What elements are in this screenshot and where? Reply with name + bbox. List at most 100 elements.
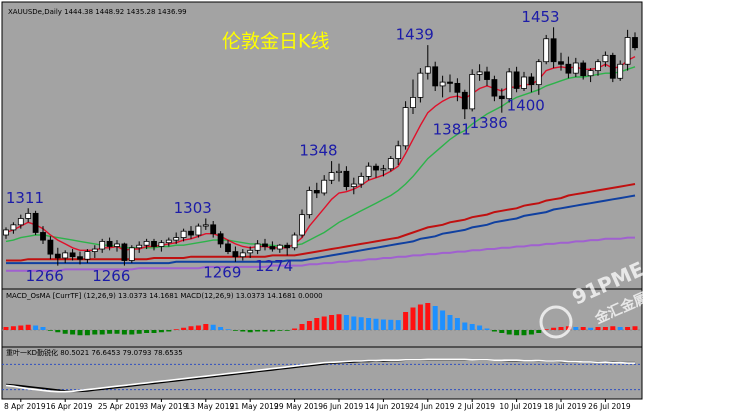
histogram-bar bbox=[558, 327, 564, 330]
candle-body bbox=[321, 179, 328, 194]
histogram-bar bbox=[232, 330, 238, 331]
candle-body bbox=[439, 81, 446, 87]
histogram-bar bbox=[284, 330, 290, 331]
price-label: 1269 bbox=[203, 263, 241, 281]
histogram-bar bbox=[277, 330, 283, 331]
candle-body bbox=[17, 218, 24, 226]
histogram-bar bbox=[188, 326, 194, 330]
price-label: 1348 bbox=[299, 142, 337, 160]
macd-label: MACD_OsMA [CurrTF] (12,26,9) 13.0373 14.… bbox=[6, 292, 323, 300]
histogram-bar bbox=[602, 327, 608, 330]
histogram-bar bbox=[351, 316, 357, 330]
x-tick-label: 6 Jun 2019 bbox=[323, 402, 364, 411]
histogram-bar bbox=[440, 310, 446, 330]
histogram-bar bbox=[3, 327, 9, 330]
candle-body bbox=[454, 82, 461, 93]
x-tick-label: 2 Jul 2019 bbox=[457, 402, 495, 411]
candle-body bbox=[151, 240, 157, 247]
histogram-bar bbox=[255, 330, 261, 332]
histogram-bar bbox=[454, 318, 460, 330]
candle-body bbox=[247, 249, 254, 254]
histogram-bar bbox=[373, 318, 379, 330]
x-tick-label: 16 Apr 2019 bbox=[46, 402, 93, 411]
histogram-bar bbox=[10, 326, 16, 330]
histogram-bar bbox=[99, 330, 105, 335]
candle-body bbox=[595, 61, 601, 72]
candle-body bbox=[121, 243, 128, 261]
histogram-bar bbox=[625, 327, 631, 330]
symbol-header: XAUUSDe,Daily 1444.38 1448.92 1435.28 14… bbox=[8, 8, 187, 16]
candle-body bbox=[498, 95, 505, 100]
histogram-bar bbox=[136, 330, 142, 334]
histogram-bar bbox=[536, 330, 542, 333]
histogram-bar bbox=[506, 330, 512, 335]
candle-body bbox=[269, 246, 276, 250]
x-tick-label: 10 Jul 2019 bbox=[499, 402, 542, 411]
candle-body bbox=[313, 190, 320, 194]
candle-body bbox=[424, 66, 431, 74]
x-tick-label: 14 Jun 2019 bbox=[365, 402, 410, 411]
candle-body bbox=[410, 96, 416, 108]
histogram-bar bbox=[84, 330, 90, 336]
histogram-bar bbox=[632, 326, 638, 330]
candle-body bbox=[143, 240, 150, 246]
candle-body bbox=[84, 251, 91, 260]
histogram-bar bbox=[151, 330, 157, 333]
candle-body bbox=[609, 54, 616, 79]
histogram-bar bbox=[269, 330, 275, 332]
x-tick-label: 13 May 2019 bbox=[185, 402, 234, 411]
candle-body bbox=[10, 224, 17, 231]
histogram-bar bbox=[240, 330, 246, 332]
histogram-bar bbox=[580, 327, 586, 330]
x-tick-label: 24 Jun 2019 bbox=[409, 402, 454, 411]
price-label: 1381 bbox=[433, 121, 471, 139]
candle-body bbox=[535, 61, 542, 86]
x-tick-label: 25 Apr 2019 bbox=[98, 402, 145, 411]
candle-body bbox=[565, 63, 572, 74]
candle-body bbox=[395, 145, 402, 159]
histogram-bar bbox=[173, 329, 179, 330]
histogram-bar bbox=[588, 327, 594, 330]
candle-body bbox=[180, 230, 187, 238]
line-series bbox=[6, 194, 636, 265]
candle-body bbox=[188, 230, 194, 236]
candle-body bbox=[380, 168, 387, 171]
histogram-bar bbox=[247, 330, 253, 333]
histogram-bar bbox=[329, 315, 335, 330]
chart-title: 伦敦金日K线 bbox=[222, 31, 329, 53]
candle-body bbox=[417, 72, 424, 98]
candle-body bbox=[225, 243, 231, 252]
candle-body bbox=[47, 239, 54, 255]
candle-body bbox=[447, 81, 453, 84]
candle-body bbox=[40, 232, 46, 241]
histogram-bar bbox=[225, 329, 231, 330]
candle-body bbox=[284, 244, 291, 249]
candle-body bbox=[232, 251, 239, 258]
candle-body bbox=[336, 170, 342, 173]
histogram-bar bbox=[299, 324, 305, 330]
histogram-bar bbox=[18, 325, 24, 330]
candle-body bbox=[469, 74, 476, 110]
candle-body bbox=[602, 54, 609, 63]
histogram-bar bbox=[55, 330, 61, 333]
x-tick-label: 26 Jul 2019 bbox=[588, 402, 631, 411]
candle-body bbox=[402, 107, 409, 147]
candle-body bbox=[54, 253, 61, 259]
histogram-bar bbox=[610, 326, 616, 330]
candle-body bbox=[343, 170, 350, 187]
histogram-bar bbox=[521, 330, 527, 336]
histogram-bar bbox=[40, 327, 46, 330]
histogram-bar bbox=[321, 316, 327, 330]
histogram-bar bbox=[158, 330, 164, 333]
histogram-bar bbox=[47, 330, 53, 331]
x-tick-label: 18 Jul 2019 bbox=[544, 402, 587, 411]
candle-body bbox=[521, 76, 527, 89]
histogram-bar bbox=[403, 312, 409, 330]
histogram-bar bbox=[166, 330, 172, 332]
candle-body bbox=[195, 225, 202, 236]
x-tick-label: 21 May 2019 bbox=[230, 402, 279, 411]
histogram-bar bbox=[388, 319, 394, 330]
candle-body bbox=[77, 256, 83, 260]
line-series bbox=[5, 358, 635, 393]
histogram-bar bbox=[595, 327, 601, 330]
